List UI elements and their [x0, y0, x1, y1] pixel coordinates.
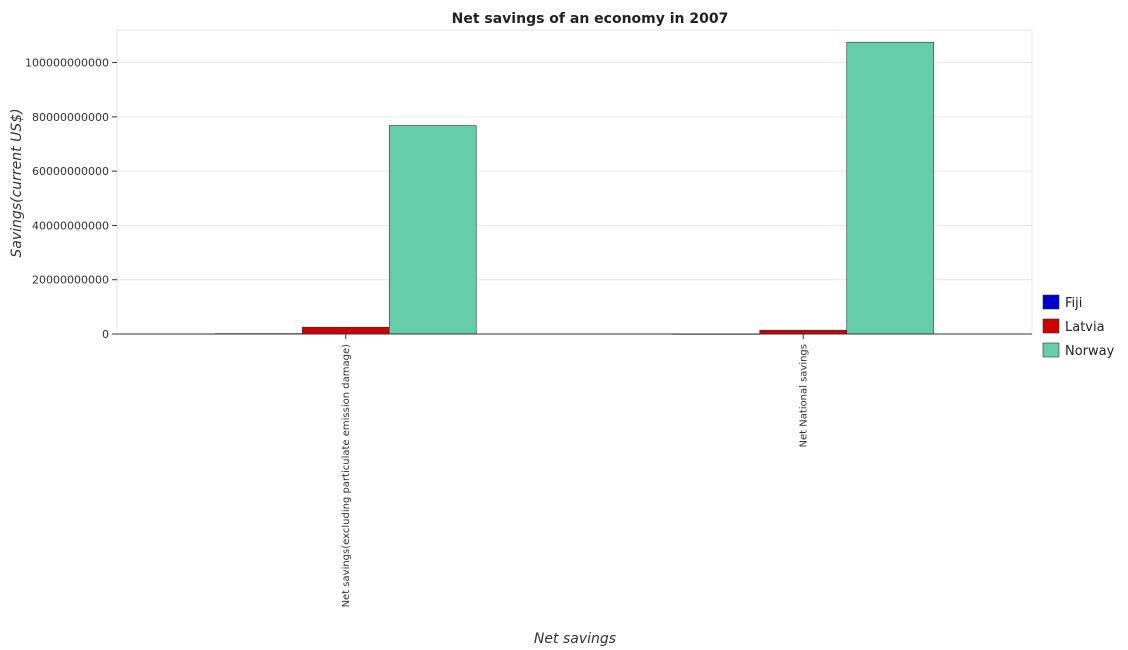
legend-swatch-latvia [1042, 318, 1060, 334]
bar-latvia [759, 329, 848, 335]
y-tick-label: 80000000000 [32, 111, 109, 124]
bar-norway [388, 125, 477, 335]
y-tick-label: 0 [102, 328, 109, 341]
bar-latvia [301, 326, 390, 335]
legend-label-latvia: Latvia [1065, 320, 1105, 335]
legend: Fiji Latvia Norway [1042, 294, 1115, 359]
y-tick-label: 100000000000 [25, 57, 109, 70]
legend-swatch-fiji [1042, 294, 1060, 310]
legend-swatch-norway [1042, 342, 1060, 358]
bars [214, 41, 935, 335]
x-category-label: Net savings(excluding particulate emissi… [341, 344, 352, 608]
x-category-label: Net National savings [798, 344, 809, 448]
y-axis-title: Savings(current US$) [9, 108, 25, 257]
x-axis-title: Net savings [534, 631, 616, 647]
bar-norway [846, 41, 935, 335]
y-tick-label: 60000000000 [32, 165, 109, 178]
y-tick-label: 40000000000 [32, 219, 109, 232]
x-axis-category-labels: Net savings(excluding particulate emissi… [341, 334, 809, 608]
legend-label-norway: Norway [1065, 344, 1115, 359]
y-axis-ticks: 0 20000000000 40000000000 60000000000 800000… [25, 57, 117, 341]
y-tick-label: 20000000000 [32, 274, 109, 287]
chart-title: Net savings of an economy in 2007 [452, 11, 729, 27]
legend-label-fiji: Fiji [1065, 296, 1082, 311]
